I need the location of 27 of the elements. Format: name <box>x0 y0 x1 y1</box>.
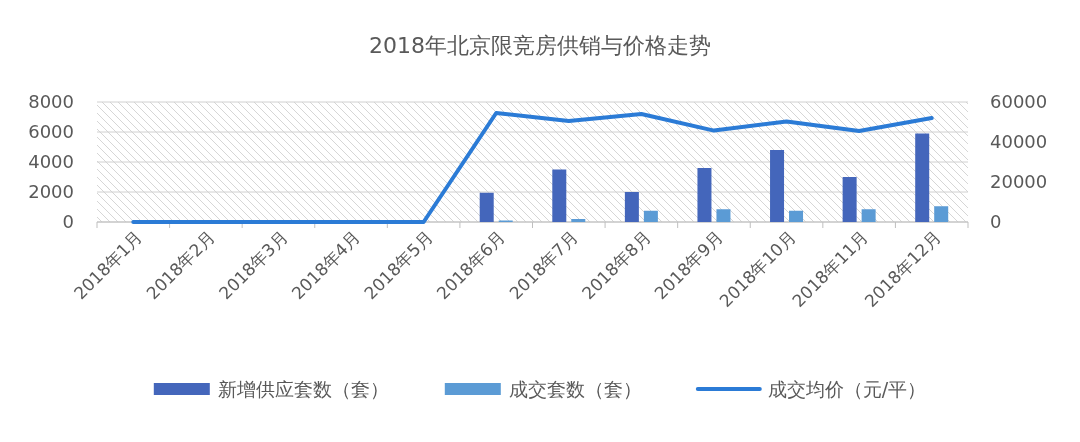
chart-title: 2018年北京限竞房供销与价格走势 <box>369 32 711 58</box>
bar <box>697 168 712 222</box>
bar <box>842 177 857 222</box>
y2-tick-label: 0 <box>990 211 1002 233</box>
line-series <box>131 111 934 224</box>
y-tick-label: 0 <box>62 211 74 233</box>
bar <box>479 192 494 222</box>
y2-tick-label: 40000 <box>990 131 1048 153</box>
legend-label: 成交均价（元/平） <box>767 377 927 400</box>
bar <box>934 206 949 222</box>
bar <box>571 219 586 222</box>
y2-tick-label: 60000 <box>990 91 1048 113</box>
bar <box>624 192 639 222</box>
bar <box>770 150 785 222</box>
y-tick-label: 4000 <box>28 151 74 173</box>
y2-tick-label: 20000 <box>990 171 1048 193</box>
bar <box>861 209 876 222</box>
bar <box>643 210 658 222</box>
bar <box>789 210 804 222</box>
legend-label: 新增供应套数（套） <box>217 377 389 400</box>
y-tick-label: 6000 <box>28 121 74 143</box>
y-tick-label: 2000 <box>28 181 74 203</box>
y-tick-label: 8000 <box>28 91 74 113</box>
bar <box>552 169 567 222</box>
bar <box>915 133 930 222</box>
bar <box>716 209 731 222</box>
legend-label: 成交套数（套） <box>508 377 642 400</box>
